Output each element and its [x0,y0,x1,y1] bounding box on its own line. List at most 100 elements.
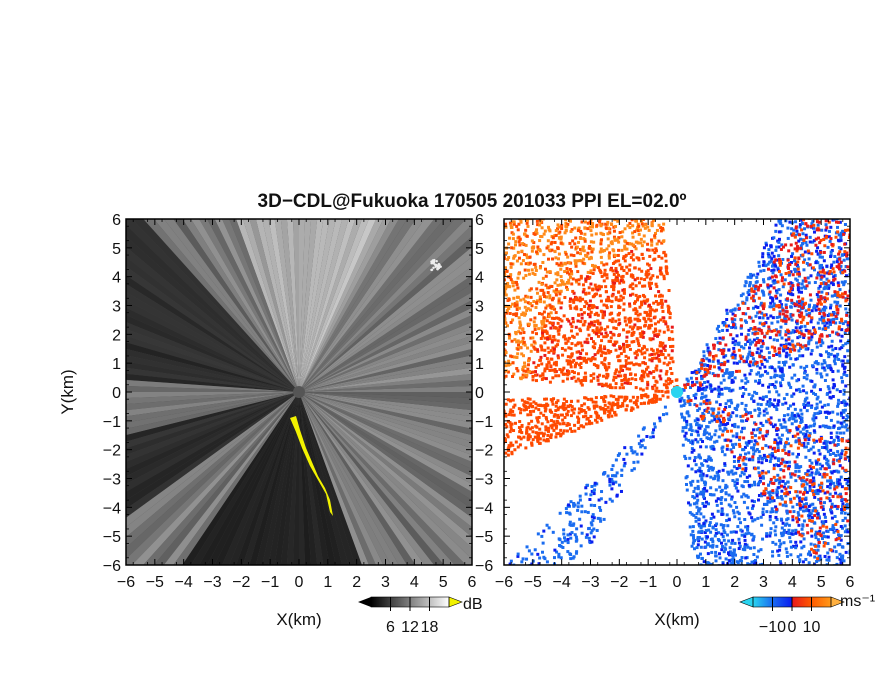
velocity-pixel [805,261,809,265]
velocity-pixel [596,313,600,317]
velocity-pixel [617,236,621,240]
reflectivity-ray [274,392,299,565]
velocity-pixel [777,360,781,364]
velocity-pixel [644,362,648,366]
velocity-pixel [765,534,769,538]
velocity-pixel [715,400,719,404]
velocity-pixel [555,278,559,282]
velocity-pixel [554,374,558,378]
reflectivity-ray [299,392,416,565]
velocity-pixel [606,220,610,224]
velocity-pixel [492,323,495,326]
velocity-pixel [611,279,615,283]
velocity-pixel [635,179,638,182]
reflectivity-ray [299,392,318,565]
velocity-pixel [777,481,781,485]
velocity-pixel [500,267,503,270]
velocity-pixel [557,299,561,303]
velocity-pixel [518,443,522,447]
velocity-pixel [525,373,529,377]
velocity-pixel [597,322,601,326]
reflectivity-ray [299,219,318,392]
velocity-pixel [493,363,496,366]
velocity-pixel [779,305,783,309]
velocity-pixel [654,399,658,403]
velocity-pixel [620,379,624,383]
velocity-pixel [539,344,543,348]
velocity-pixel [540,235,544,239]
velocity-pixel [579,320,583,324]
velocity-pixel [522,404,526,408]
velocity-pixel [573,259,577,263]
velocity-pixel [756,272,760,276]
velocity-pixel [845,257,849,261]
velocity-pixel [527,359,531,363]
velocity-pixel [574,343,578,347]
velocity-pixel [661,341,665,345]
velocity-pixel [506,257,510,261]
velocity-pixel [636,296,640,300]
velocity-pixel [556,316,560,320]
velocity-pixel [524,375,528,379]
velocity-pixel [527,322,531,326]
velocity-pixel [813,196,816,199]
velocity-pixel [601,316,605,320]
velocity-pixel [634,386,638,390]
velocity-pixel [636,339,640,343]
velocity-pixel [570,354,574,358]
velocity-pixel [628,320,632,324]
velocity-pixel [565,359,569,363]
velocity-pixel [659,226,663,230]
velocity-pixel [821,321,825,325]
velocity-pixel [589,255,593,259]
velocity-pixel [773,456,777,460]
reflectivity-ray [299,392,330,565]
velocity-pixel [810,389,814,393]
velocity-pixel [806,403,810,407]
velocity-pixel [606,413,610,417]
velocity-pixel [780,243,784,247]
colorbar-tick-label: 18 [421,619,439,636]
velocity-pixel [572,375,576,379]
velocity-pixel [646,148,649,151]
velocity-pixel [804,347,808,351]
velocity-pixel [711,372,715,376]
velocity-pixel [840,511,844,515]
reflectivity-ray [229,392,299,565]
velocity-pixel [497,415,500,418]
left-colorbar-high-extension [448,596,463,608]
velocity-pixel [521,373,525,377]
velocity-pixel [557,374,561,378]
velocity-pixel [530,426,534,430]
velocity-pixel [634,312,638,316]
velocity-pixel [572,371,576,375]
velocity-pixel [528,255,532,259]
velocity-pixel [647,263,651,267]
velocity-pixel [824,442,828,446]
velocity-pixel [570,272,574,276]
velocity-pixel [592,305,596,309]
velocity-pixel [556,257,560,261]
velocity-pixel [840,328,844,332]
velocity-pixel [542,184,545,187]
velocity-pixel [631,182,634,185]
velocity-pixel [534,268,538,272]
velocity-pixel [733,376,737,380]
y-tick-label: 4 [112,270,121,287]
reflectivity-ray [126,300,299,392]
reflectivity-ray [126,246,299,392]
velocity-pixel [853,431,856,434]
velocity-pixel [653,150,656,153]
velocity-pixel [774,478,778,482]
velocity-pixel [615,278,619,282]
velocity-pixel [517,235,521,239]
velocity-pixel [486,325,489,328]
velocity-pixel [607,365,611,369]
velocity-pixel [569,322,573,326]
velocity-pixel [490,370,493,373]
velocity-pixel [828,215,831,218]
velocity-pixel [635,337,639,341]
velocity-pixel [851,295,854,298]
velocity-pixel [655,242,659,246]
velocity-pixel [645,313,649,317]
